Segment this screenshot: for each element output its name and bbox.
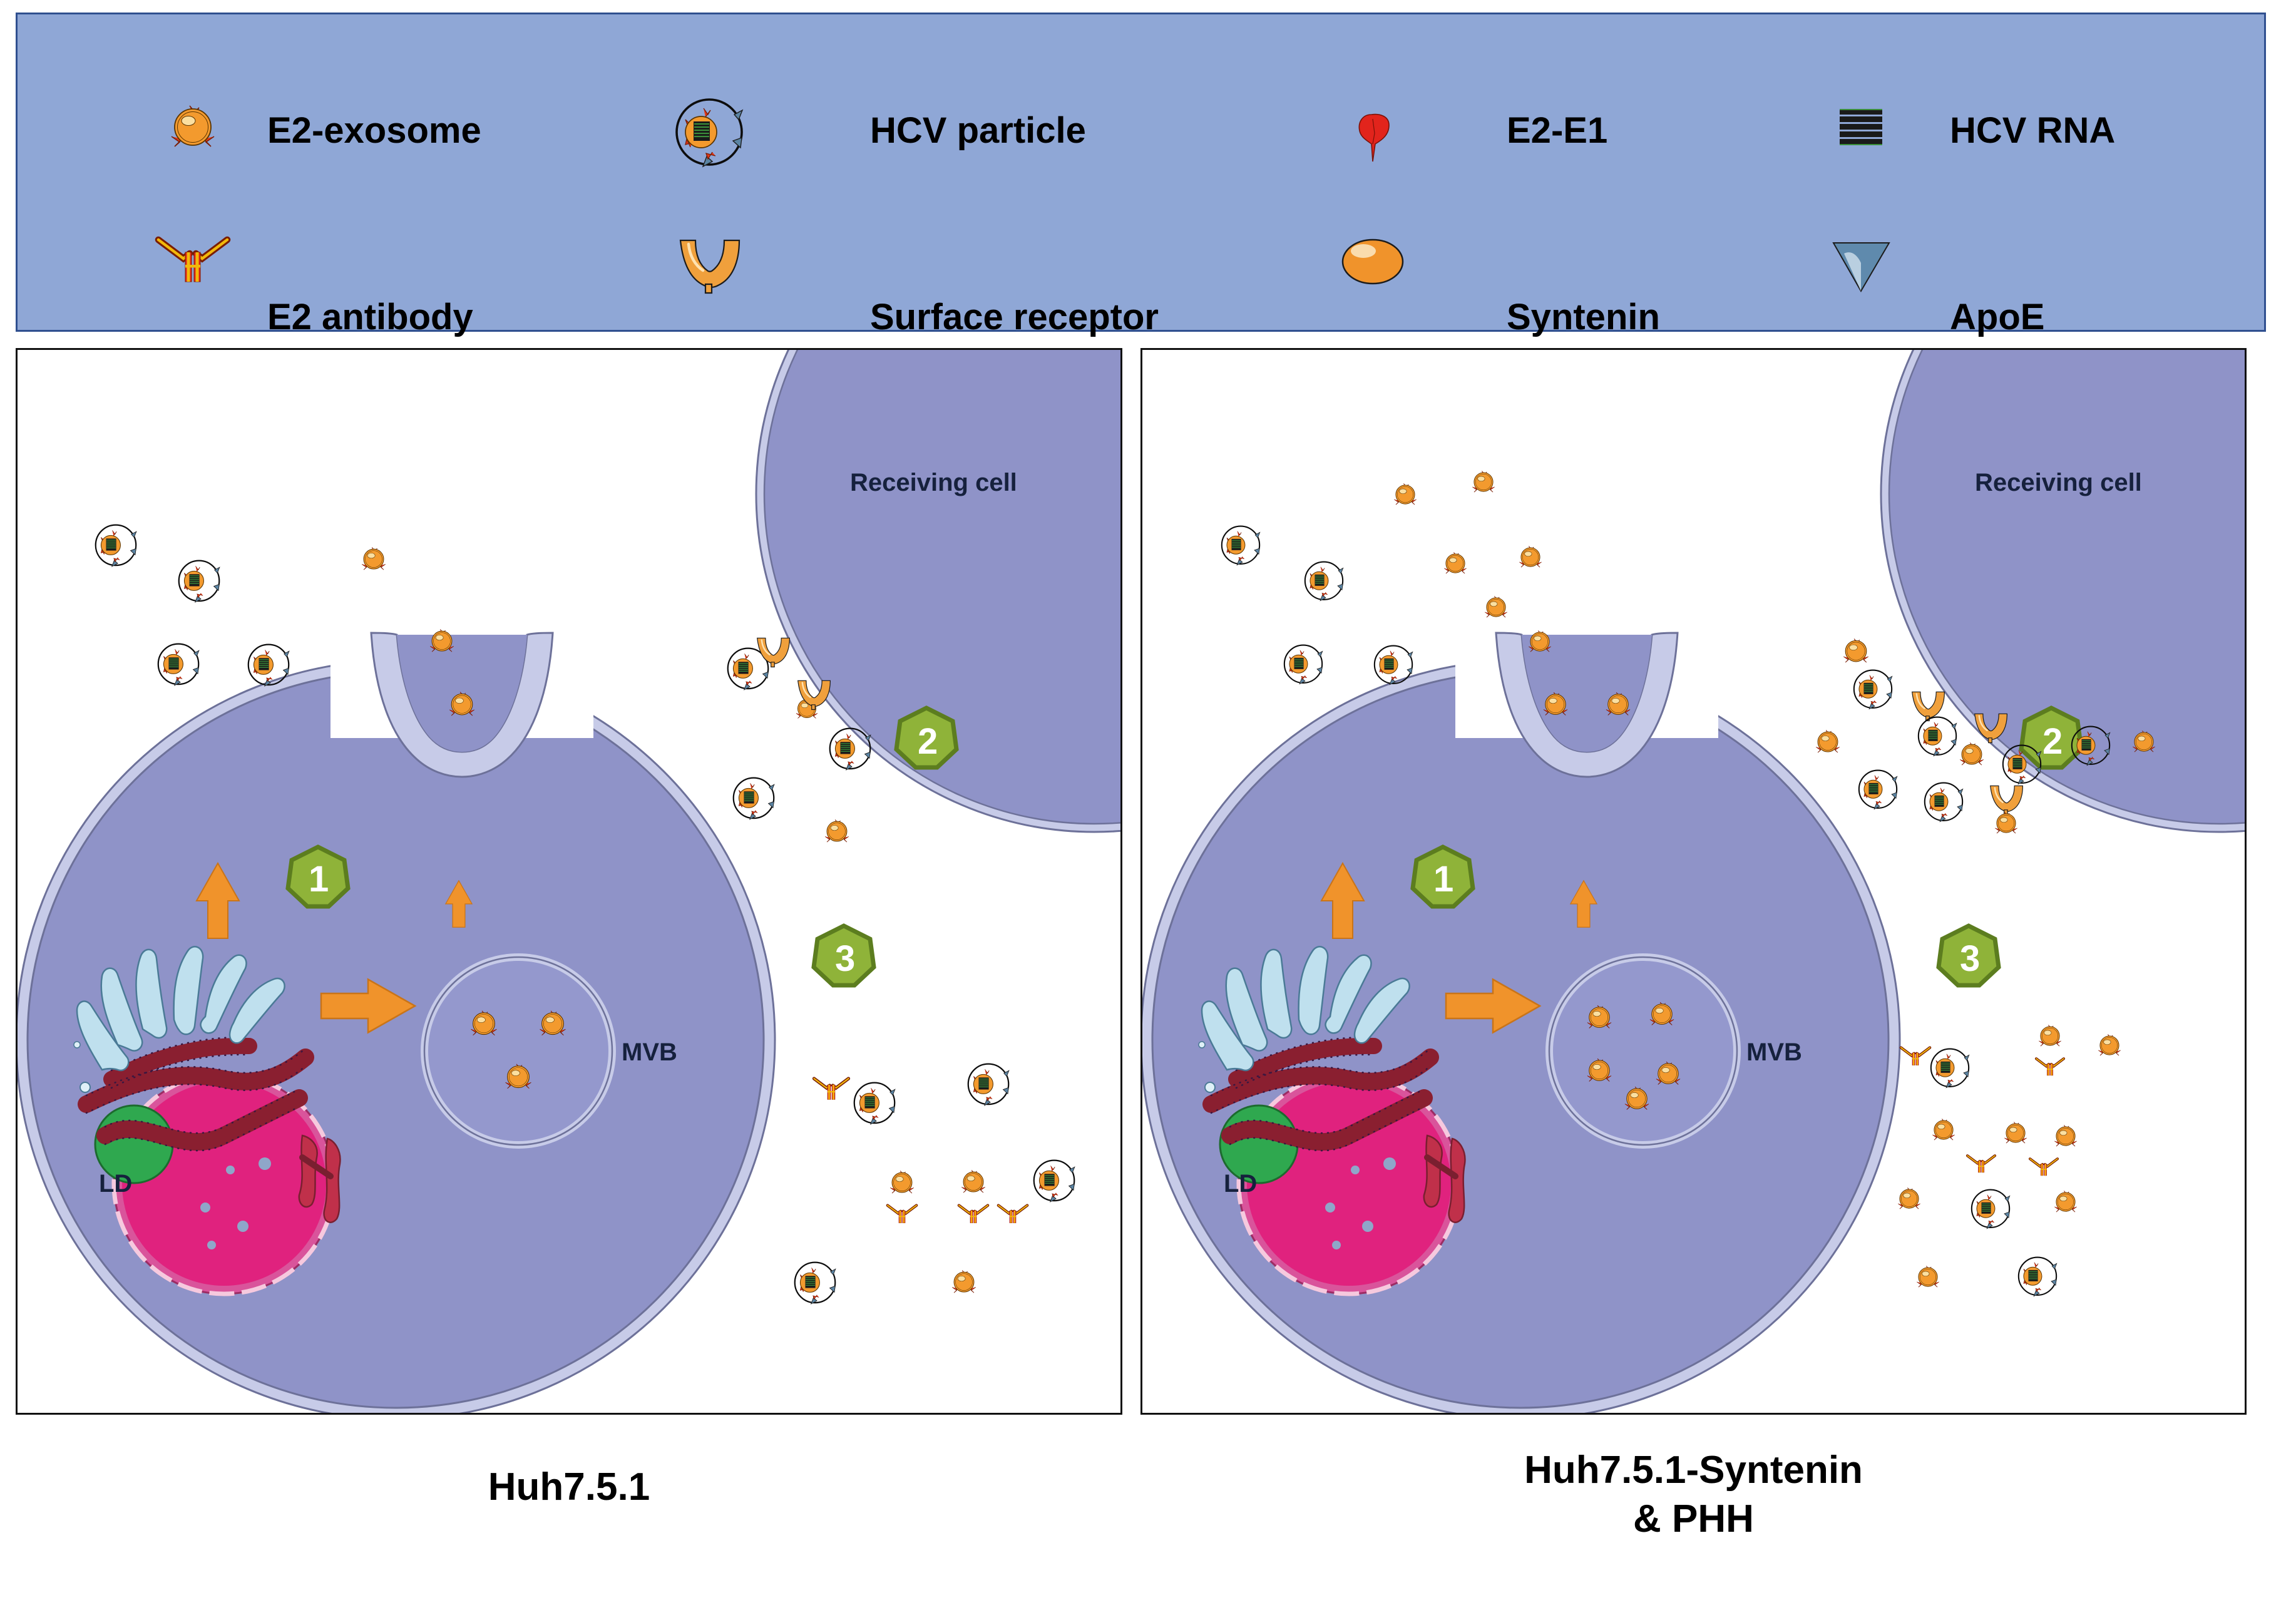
svg-text:3: 3 xyxy=(1960,938,1980,979)
svg-text:2: 2 xyxy=(2042,721,2063,762)
svg-text:LD: LD xyxy=(1224,1170,1257,1197)
svg-text:2: 2 xyxy=(918,721,938,762)
svg-text:1: 1 xyxy=(309,859,329,900)
svg-text:1: 1 xyxy=(1433,859,1453,900)
svg-text:MVB: MVB xyxy=(622,1038,677,1066)
svg-text:MVB: MVB xyxy=(1746,1038,1802,1066)
svg-text:Receiving cell: Receiving cell xyxy=(850,469,1017,496)
svg-text:LD: LD xyxy=(99,1170,132,1197)
svg-text:3: 3 xyxy=(835,938,855,979)
svg-text:Receiving cell: Receiving cell xyxy=(1975,469,2142,496)
